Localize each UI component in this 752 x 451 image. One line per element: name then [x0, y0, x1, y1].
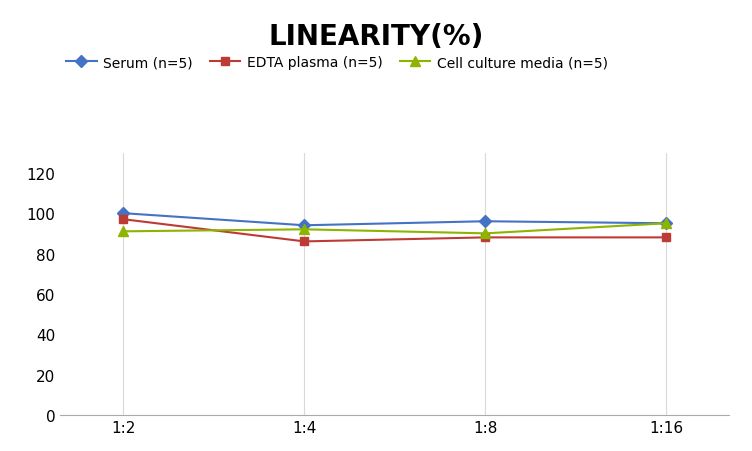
- Serum (n=5): [119, 211, 128, 216]
- Legend: Serum (n=5), EDTA plasma (n=5), Cell culture media (n=5): Serum (n=5), EDTA plasma (n=5), Cell cul…: [60, 51, 614, 75]
- EDTA plasma (n=5): [662, 235, 671, 240]
- Serum (n=5): [300, 223, 309, 229]
- EDTA plasma (n=5): [481, 235, 490, 240]
- Cell culture media (n=5): [300, 227, 309, 233]
- Serum (n=5): [662, 221, 671, 226]
- Line: EDTA plasma (n=5): EDTA plasma (n=5): [120, 216, 670, 246]
- Line: Serum (n=5): Serum (n=5): [120, 210, 670, 230]
- Cell culture media (n=5): [119, 229, 128, 235]
- EDTA plasma (n=5): [300, 239, 309, 244]
- Line: Cell culture media (n=5): Cell culture media (n=5): [119, 219, 671, 239]
- Cell culture media (n=5): [662, 221, 671, 226]
- Serum (n=5): [481, 219, 490, 225]
- Text: LINEARITY(%): LINEARITY(%): [268, 23, 484, 51]
- EDTA plasma (n=5): [119, 217, 128, 222]
- Cell culture media (n=5): [481, 231, 490, 236]
